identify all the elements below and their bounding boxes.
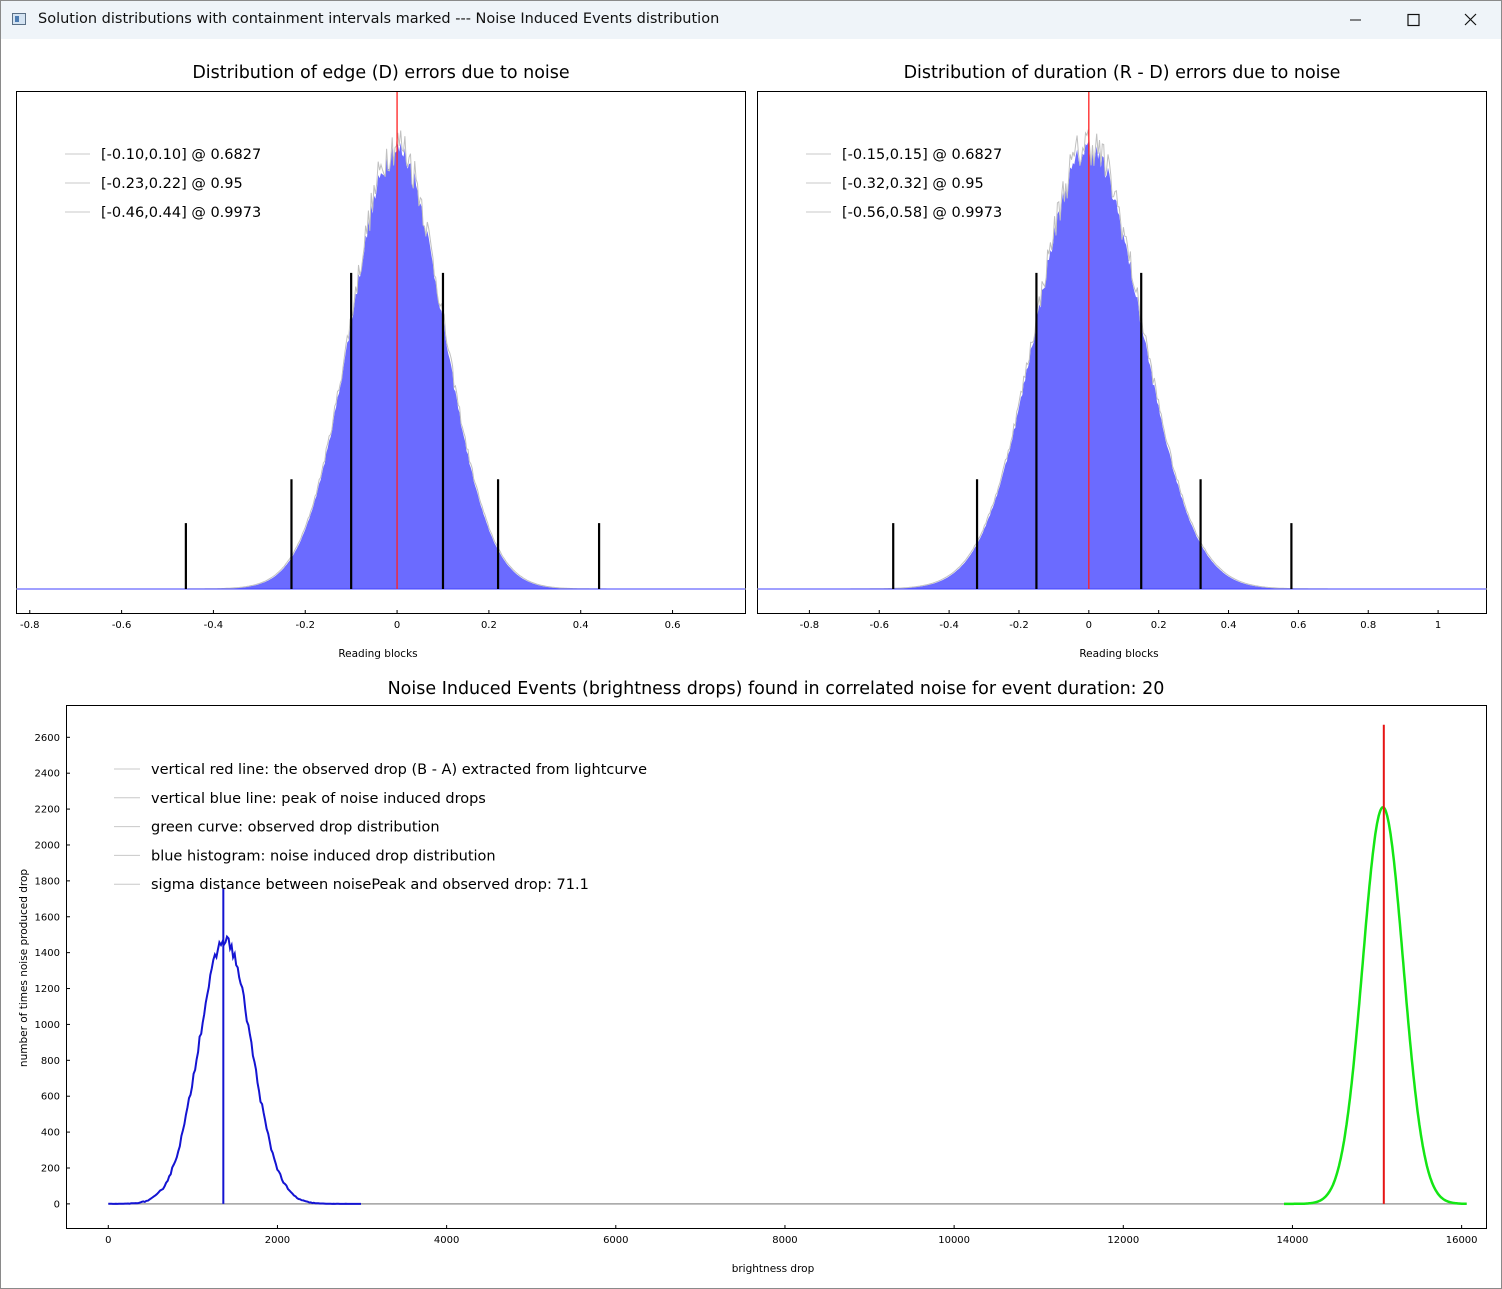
x-tick-label: 14000 [1277, 1235, 1309, 1246]
legend-entry: [-0.10,0.10] @ 0.6827 [101, 147, 261, 163]
x-tick-label: 0 [1086, 620, 1092, 631]
close-button[interactable] [1447, 1, 1493, 39]
legend-entry: blue histogram: noise induced drop distr… [151, 848, 496, 864]
legend-entry: sigma distance between noisePeak and obs… [151, 877, 589, 893]
x-tick-label: 12000 [1107, 1235, 1139, 1246]
x-tick-label: 0.4 [573, 620, 589, 631]
y-tick-label: 800 [41, 1056, 60, 1067]
maximize-icon [1407, 13, 1420, 27]
x-tick-label: 2000 [265, 1235, 290, 1246]
chart-title: Distribution of duration (R - D) errors … [904, 63, 1341, 83]
x-tick-label: 0 [105, 1235, 111, 1246]
x-tick-label: 0.2 [1151, 620, 1167, 631]
legend-entry: vertical red line: the observed drop (B … [151, 762, 647, 778]
y-tick-label: 2000 [35, 840, 60, 851]
x-tick-label: -0.2 [295, 620, 315, 631]
x-tick-label: 4000 [434, 1235, 459, 1246]
x-tick-label: 0.8 [1360, 620, 1376, 631]
histogram-bars [757, 141, 1487, 589]
y-tick-label: 2400 [35, 769, 60, 780]
histogram-bars [16, 142, 746, 590]
title-bar[interactable]: Solution distributions with containment … [1, 1, 1501, 39]
x-tick-label: -0.8 [20, 620, 40, 631]
x-tick-label: 10000 [938, 1235, 970, 1246]
y-tick-label: 1600 [35, 912, 60, 923]
y-tick-label: 2200 [35, 805, 60, 816]
x-tick-label: 8000 [772, 1235, 797, 1246]
y-tick-label: 200 [41, 1163, 60, 1174]
x-tick-label: -0.6 [112, 620, 132, 631]
y-tick-label: 1200 [35, 984, 60, 995]
legend-entry: [-0.46,0.44] @ 0.9973 [101, 205, 261, 221]
x-tick-label: 0 [394, 620, 400, 631]
y-tick-label: 1400 [35, 948, 60, 959]
blue-histogram [108, 934, 361, 1205]
x-tick-label: -0.4 [204, 620, 224, 631]
y-tick-label: 1800 [35, 876, 60, 887]
x-tick-label: -0.4 [939, 620, 959, 631]
chart-title: Distribution of edge (D) errors due to n… [192, 63, 569, 83]
close-icon [1464, 13, 1477, 26]
minimize-icon [1350, 19, 1361, 21]
y-tick-label: 600 [41, 1092, 60, 1103]
x-tick-label: 0.6 [665, 620, 681, 631]
legend-entry: green curve: observed drop distribution [151, 820, 440, 836]
chart-title: Noise Induced Events (brightness drops) … [388, 679, 1165, 699]
y-tick-label: 1000 [35, 1020, 60, 1031]
x-axis-label: brightness drop [732, 1263, 815, 1275]
x-tick-label: -0.8 [800, 620, 820, 631]
x-axis-label: Reading blocks [1079, 648, 1158, 660]
app-icon [12, 13, 26, 25]
duration-chart: Distribution of duration (R - D) errors … [757, 63, 1487, 660]
y-axis-label: number of times noise produced drop [18, 869, 30, 1067]
x-axis-label: Reading blocks [338, 648, 417, 660]
legend-entry: [-0.32,0.32] @ 0.95 [842, 176, 984, 192]
minimize-button[interactable] [1333, 1, 1379, 39]
nie-chart: Noise Induced Events (brightness drops) … [18, 679, 1487, 1275]
legend-entry: [-0.56,0.58] @ 0.9973 [842, 205, 1002, 221]
x-tick-label: 6000 [603, 1235, 628, 1246]
x-tick-label: 16000 [1446, 1235, 1478, 1246]
legend-entry: vertical blue line: peak of noise induce… [151, 791, 486, 807]
legend-entry: [-0.15,0.15] @ 0.6827 [842, 147, 1002, 163]
x-tick-label: 0.6 [1290, 620, 1306, 631]
edge-chart: Distribution of edge (D) errors due to n… [16, 63, 746, 660]
green-curve [1284, 805, 1467, 1206]
legend-entry: [-0.23,0.22] @ 0.95 [101, 176, 243, 192]
x-tick-label: -0.6 [869, 620, 889, 631]
plot-frame [66, 705, 1487, 1229]
y-tick-label: 400 [41, 1128, 60, 1139]
y-tick-label: 0 [54, 1199, 60, 1210]
maximize-button[interactable] [1390, 1, 1436, 39]
x-tick-label: 0.4 [1221, 620, 1237, 631]
y-tick-label: 2600 [35, 733, 60, 744]
window-title: Solution distributions with containment … [38, 11, 720, 27]
x-tick-label: 0.2 [481, 620, 497, 631]
x-tick-label: -0.2 [1009, 620, 1029, 631]
x-tick-label: 1 [1435, 620, 1441, 631]
